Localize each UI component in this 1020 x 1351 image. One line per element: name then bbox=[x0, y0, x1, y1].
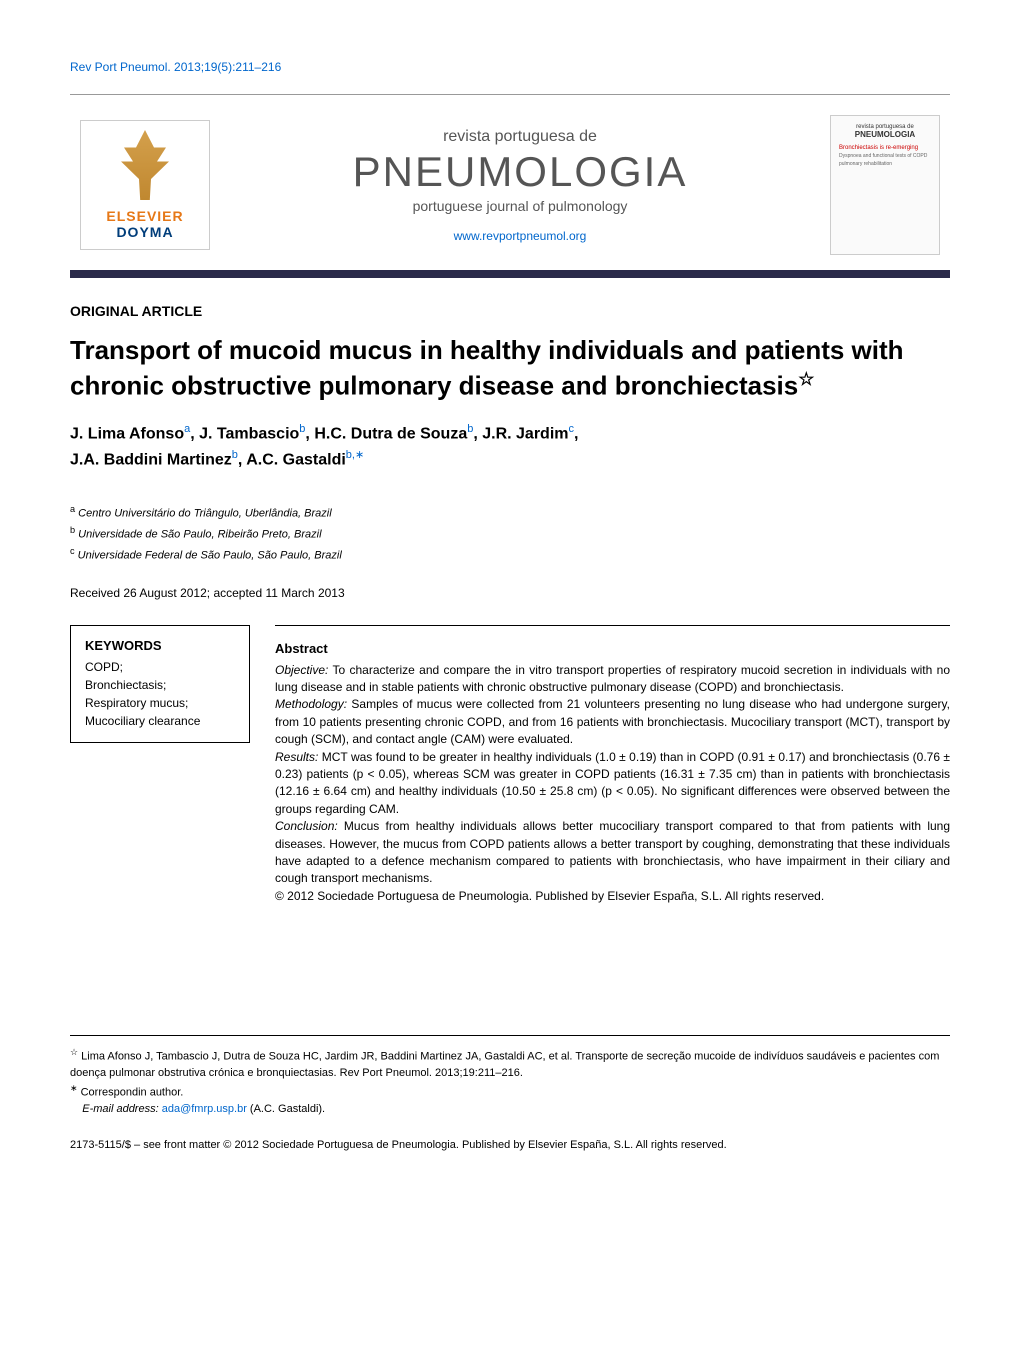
cover-title: PNEUMOLOGIA bbox=[839, 130, 931, 139]
title-star-icon: ☆ bbox=[798, 369, 814, 389]
results-label: Results: bbox=[275, 750, 318, 764]
footer-note-text: Lima Afonso J, Tambascio J, Dutra de Sou… bbox=[70, 1051, 939, 1080]
results-text: MCT was found to be greater in healthy i… bbox=[275, 750, 950, 816]
journal-title-block: revista portuguesa de PNEUMOLOGIA portug… bbox=[210, 128, 830, 243]
abstract-title: Abstract bbox=[275, 641, 950, 656]
journal-cover-thumbnail: revista portuguesa de PNEUMOLOGIA Bronch… bbox=[830, 115, 940, 255]
elsevier-text: ELSEVIER bbox=[106, 208, 183, 224]
objective-text: To characterize and compare the in vitro… bbox=[275, 663, 950, 694]
journal-title: PNEUMOLOGIA bbox=[230, 148, 810, 196]
footer-email-line: E-mail address: ada@fmrp.usp.br (A.C. Ga… bbox=[70, 1101, 950, 1118]
article-title: Transport of mucoid mucus in healthy ind… bbox=[70, 334, 950, 403]
keywords-box: KEYWORDS COPD; Bronchiectasis; Respirato… bbox=[70, 625, 250, 743]
email-author: (A.C. Gastaldi). bbox=[247, 1103, 325, 1115]
affiliation: c Universidade Federal de São Paulo, São… bbox=[70, 544, 950, 565]
affiliation: a Centro Universitário do Triângulo, Ube… bbox=[70, 502, 950, 523]
author-sup: c bbox=[569, 423, 575, 435]
banner-bar bbox=[70, 270, 950, 278]
affiliation: b Universidade de São Paulo, Ribeirão Pr… bbox=[70, 523, 950, 544]
abstract-text: Objective: To characterize and compare t… bbox=[275, 662, 950, 905]
footer-correspond: ∗ Correspondin author. bbox=[70, 1082, 950, 1101]
conclusion-text: Mucus from healthy individuals allows be… bbox=[275, 819, 950, 885]
email-link[interactable]: ada@fmrp.usp.br bbox=[162, 1103, 247, 1115]
footer-corr-star-icon: ∗ bbox=[70, 1083, 78, 1093]
author-sup: b bbox=[467, 423, 473, 435]
email-label: E-mail address: bbox=[82, 1103, 161, 1115]
journal-subtitle-top: revista portuguesa de bbox=[230, 128, 810, 146]
authors-block: J. Lima Afonsoa, J. Tambasciob, H.C. Dut… bbox=[70, 421, 950, 472]
author: J. Tambascio bbox=[199, 426, 299, 443]
doyma-text: DOYMA bbox=[116, 224, 173, 240]
objective-label: Objective: bbox=[275, 663, 328, 677]
article-type: ORIGINAL ARTICLE bbox=[70, 303, 950, 319]
cover-line: pulmonary rehabilitation bbox=[839, 161, 931, 167]
footer-star-icon: ☆ bbox=[70, 1047, 78, 1057]
author-sup: b,∗ bbox=[346, 449, 364, 461]
title-text: Transport of mucoid mucus in healthy ind… bbox=[70, 335, 904, 400]
author: A.C. Gastaldi bbox=[246, 451, 346, 468]
aff-text: Centro Universitário do Triângulo, Uberl… bbox=[78, 508, 332, 520]
methodology-label: Methodology: bbox=[275, 697, 347, 711]
cover-highlight: Bronchiectasis is re-emerging bbox=[839, 145, 931, 151]
abstract-copyright: © 2012 Sociedade Portuguesa de Pneumolog… bbox=[275, 889, 824, 903]
journal-url[interactable]: www.revportpneumol.org bbox=[230, 229, 810, 243]
received-date: Received 26 August 2012; accepted 11 Mar… bbox=[70, 586, 950, 600]
cover-line: Dyspnoea and functional tests of COPD bbox=[839, 153, 931, 159]
footer-copyright: 2173-5115/$ – see front matter © 2012 So… bbox=[70, 1129, 950, 1154]
abstract-column: Abstract Objective: To characterize and … bbox=[275, 625, 950, 905]
page-container: Rev Port Pneumol. 2013;19(5):211–216 ELS… bbox=[0, 0, 1020, 1194]
correspond-text: Correspondin author. bbox=[78, 1086, 184, 1098]
header-reference: Rev Port Pneumol. 2013;19(5):211–216 bbox=[70, 60, 950, 74]
journal-subtitle-bot: portuguese journal of pulmonology bbox=[230, 198, 810, 214]
methodology-text: Samples of mucus were collected from 21 … bbox=[275, 697, 950, 746]
footer: ☆ Lima Afonso J, Tambascio J, Dutra de S… bbox=[70, 1035, 950, 1154]
author-sup: b bbox=[299, 423, 305, 435]
aff-text: Universidade Federal de São Paulo, São P… bbox=[78, 550, 342, 562]
aff-sup: c bbox=[70, 546, 75, 556]
author-sup: a bbox=[184, 423, 190, 435]
abstract-container: KEYWORDS COPD; Bronchiectasis; Respirato… bbox=[70, 625, 950, 905]
author: H.C. Dutra de Souza bbox=[314, 426, 467, 443]
footer-citation-note: ☆ Lima Afonso J, Tambascio J, Dutra de S… bbox=[70, 1046, 950, 1082]
elsevier-logo-box: ELSEVIER DOYMA bbox=[80, 120, 210, 250]
keywords-title: KEYWORDS bbox=[85, 638, 235, 653]
conclusion-label: Conclusion: bbox=[275, 819, 338, 833]
author: J.R. Jardim bbox=[482, 426, 568, 443]
aff-sup: b bbox=[70, 525, 75, 535]
elsevier-tree-icon bbox=[115, 130, 175, 200]
aff-text: Universidade de São Paulo, Ribeirão Pret… bbox=[78, 529, 321, 541]
author: J. Lima Afonso bbox=[70, 426, 184, 443]
affiliations-block: a Centro Universitário do Triângulo, Ube… bbox=[70, 502, 950, 566]
author: J.A. Baddini Martinez bbox=[70, 451, 232, 468]
header-banner: ELSEVIER DOYMA revista portuguesa de PNE… bbox=[70, 94, 950, 270]
aff-sup: a bbox=[70, 504, 75, 514]
keywords-list: COPD; Bronchiectasis; Respiratory mucus;… bbox=[85, 658, 235, 730]
author-sup: b bbox=[232, 449, 238, 461]
